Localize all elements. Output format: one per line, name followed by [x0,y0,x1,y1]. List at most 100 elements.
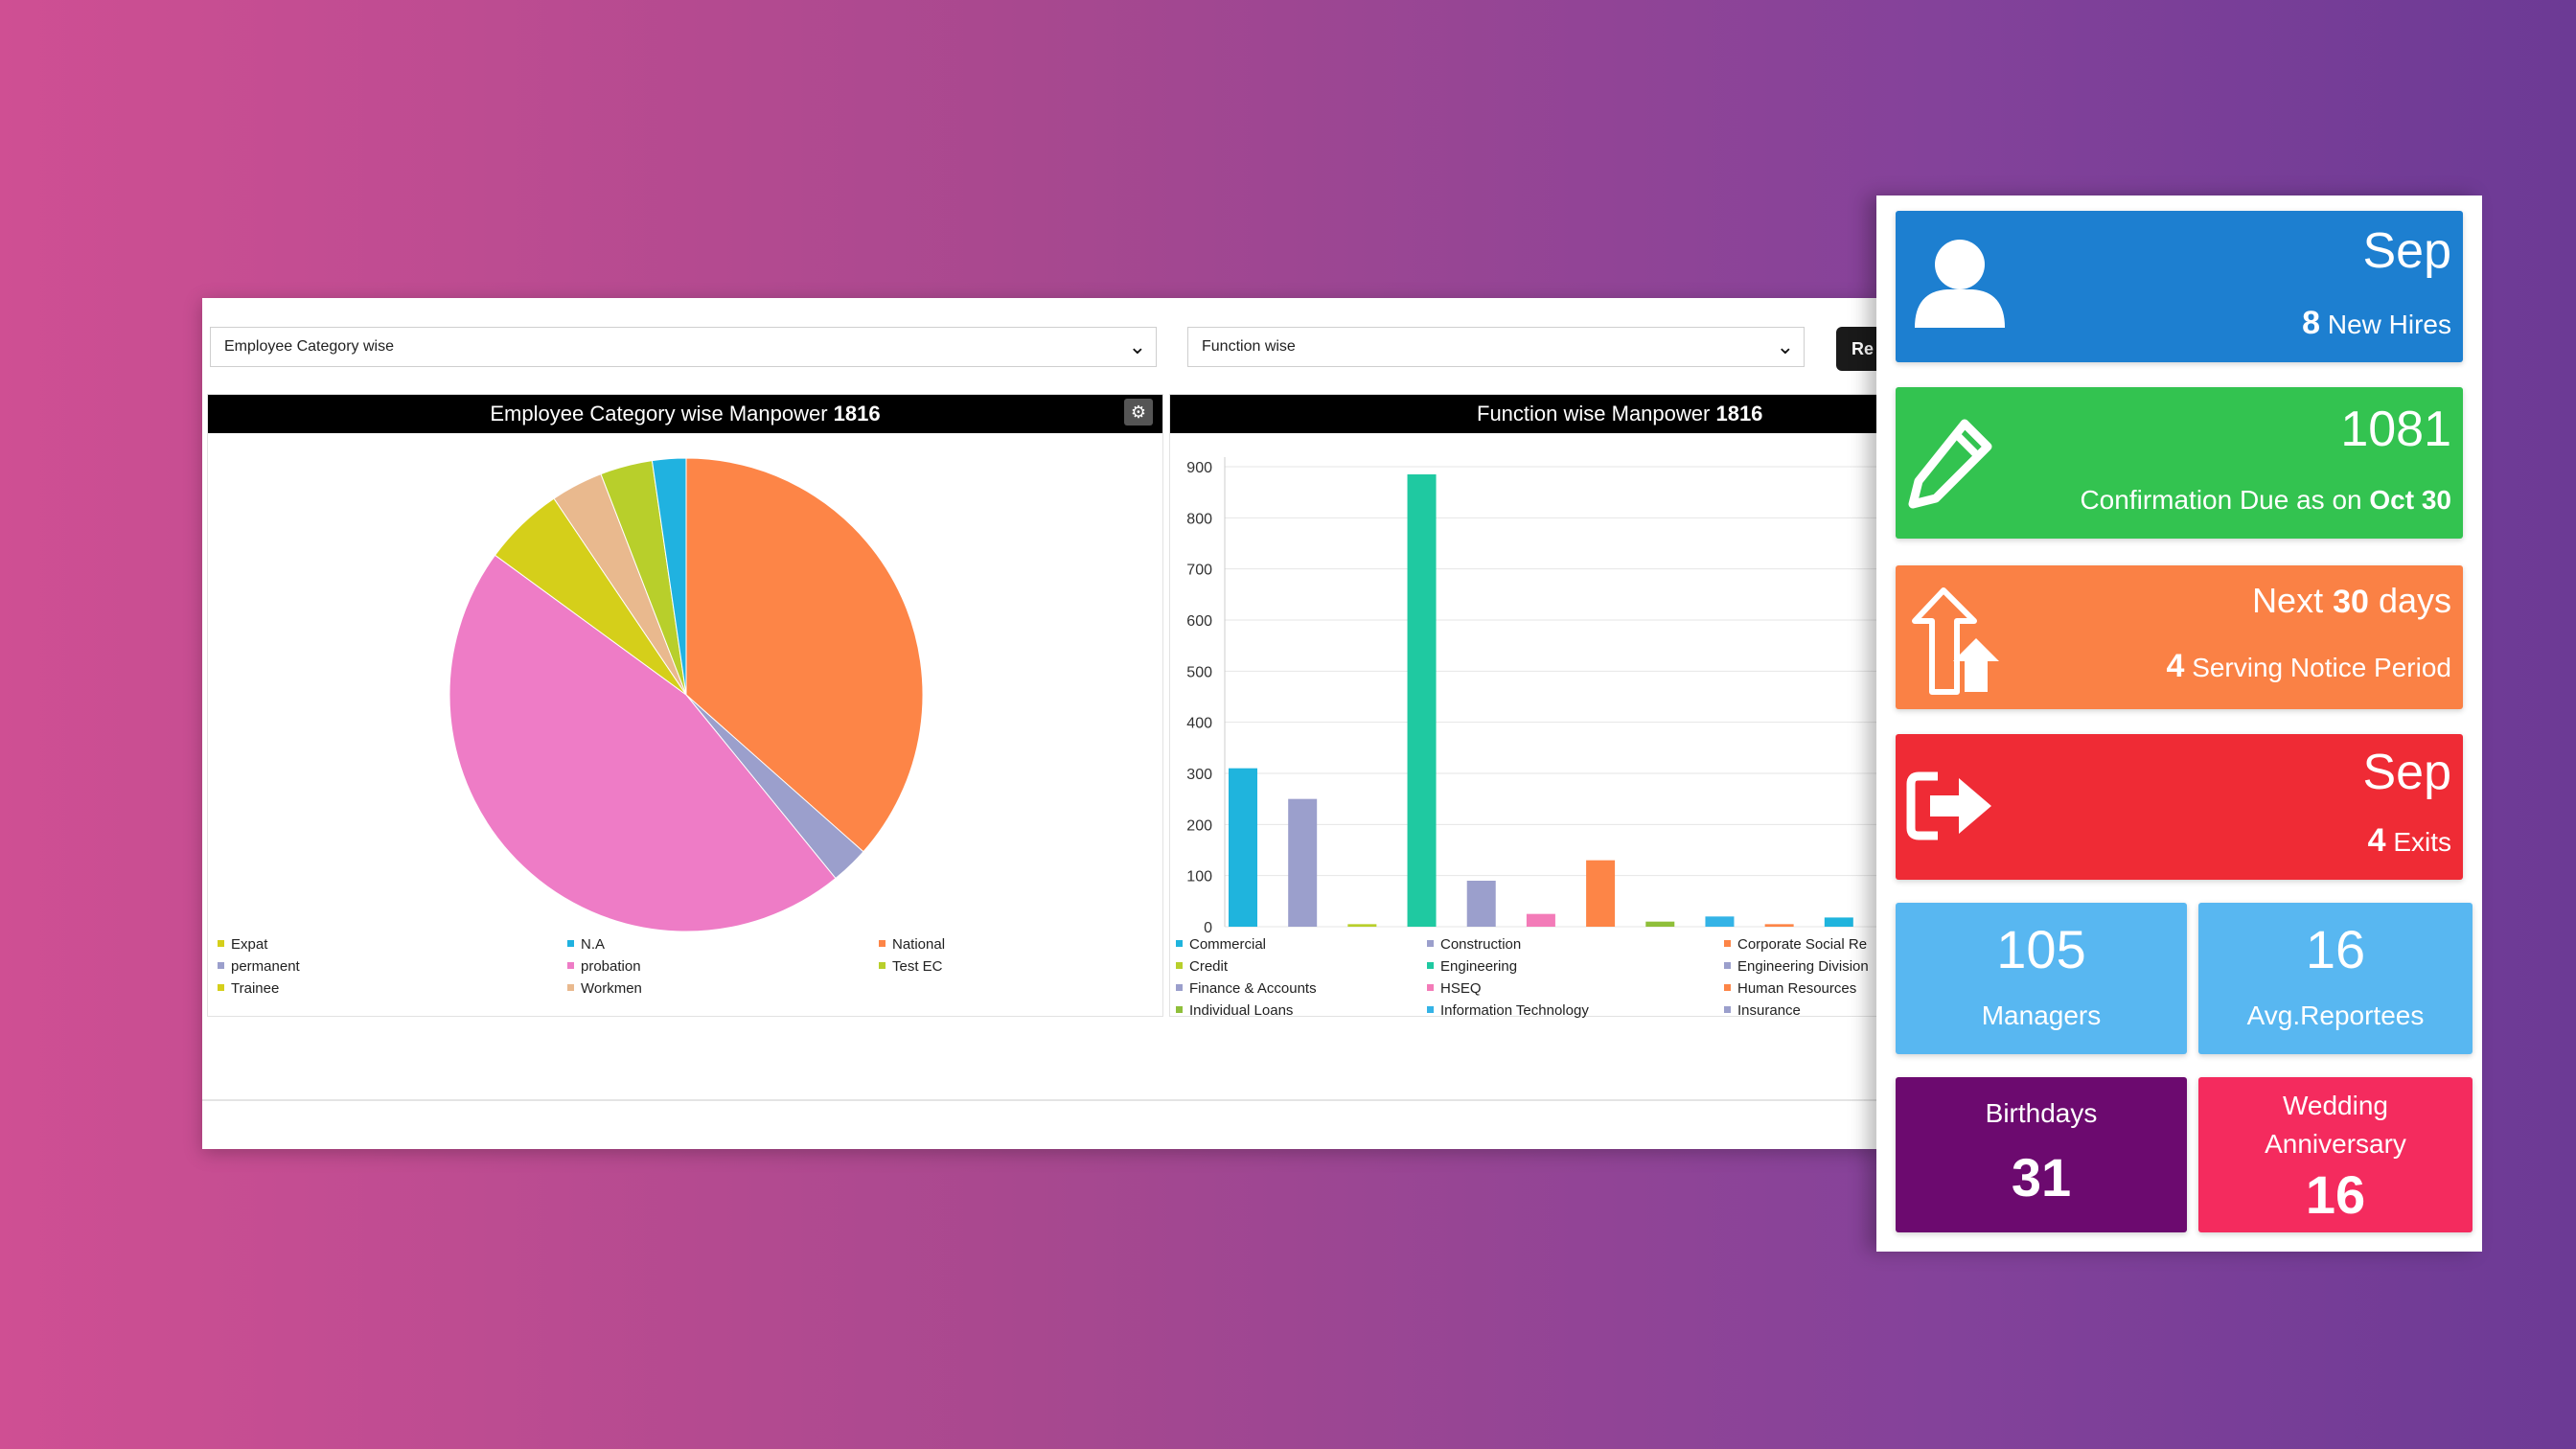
legend-item[interactable]: Corporate Social Re [1724,936,1867,954]
bar[interactable] [1466,881,1496,927]
chevron-down-icon: ⌄ [1128,334,1146,358]
bar[interactable] [1705,916,1735,927]
confirmation-tile[interactable]: 1081 Confirmation Due as on Oct 30 [1896,387,2463,539]
legend-item[interactable]: Human Resources [1724,980,1856,998]
legend-item[interactable]: Construction [1427,936,1521,954]
managers-count: 105 [1996,919,2086,979]
stats-sidebar: Sep 8 New Hires 1081 Confirmation Due as… [1876,196,2482,1252]
legend-label: Trainee [231,980,280,997]
function-legend: Commercial Construction Corporate Social R… [1170,395,1880,1018]
legend-swatch [567,962,574,969]
reportees-count: 16 [2305,919,2366,979]
sign-out-icon [1906,771,1991,840]
legend-swatch [218,984,224,991]
y-tick-label: 800 [1186,511,1212,527]
wedding-anniversary-tile[interactable]: Wedding Anniversary 16 [2198,1077,2472,1232]
bar[interactable] [1824,917,1853,927]
exits-tile[interactable]: Sep 4 Exits [1896,734,2463,880]
legend-item[interactable]: Individual Loans [1176,1002,1293,1018]
legend-label: Credit [1189,958,1229,975]
bar[interactable] [1645,921,1675,927]
function-chart-header: Function wise Manpower 1816 [1170,395,1879,433]
legend-item[interactable]: probation [567,958,641,976]
y-tick-label: 900 [1186,460,1212,476]
legend-item[interactable]: Information Technology [1427,1002,1589,1018]
legend-swatch [1724,984,1731,991]
confirmation-count: 1081 [2340,402,2451,457]
legend-item[interactable]: Expat [218,936,267,954]
pencil-icon [1908,419,1992,509]
bar[interactable] [1586,860,1616,927]
confirmation-date: Oct 30 [2369,485,2451,515]
bar[interactable] [1347,924,1377,927]
gear-icon[interactable]: ⚙ [1124,399,1153,426]
legend-item[interactable]: Workmen [567,980,642,998]
y-tick-label: 500 [1186,664,1212,680]
arrows-up-icon [1912,587,1999,695]
legend-item[interactable]: permanent [218,958,300,976]
new-hires-tile[interactable]: Sep 8 New Hires [1896,211,2463,362]
y-tick-label: 200 [1186,817,1212,834]
legend-label: Workmen [581,980,642,997]
legend-label: Finance & Accounts [1189,980,1317,997]
divider [202,1099,1879,1101]
category-chart-panel: Employee Category wise Manpower 1816 ⚙ E… [207,394,1163,1017]
legend-swatch [1427,984,1434,991]
legend-item[interactable]: Insurance [1724,1002,1801,1018]
function-chart-count: 1816 [1715,402,1763,426]
legend-swatch [218,940,224,947]
exits-sub: 4 Exits [2368,822,2451,860]
exits-label: Exits [2393,827,2451,857]
wedding-label: Wedding Anniversary [2265,1091,2406,1159]
function-chart-panel: Function wise Manpower 1816 0 100 200 300 40… [1169,394,1880,1018]
notice-period-tile[interactable]: Next 30 days 4 Serving Notice Period [1896,565,2463,709]
legend-item[interactable]: Test EC [879,958,943,976]
pie-slice[interactable] [651,457,687,696]
category-chart-header: Employee Category wise Manpower 1816 ⚙ [208,395,1162,433]
managers-tile[interactable]: 105 Managers [1896,903,2187,1054]
legend-item[interactable]: HSEQ [1427,980,1482,998]
function-bar-chart: 0 100 200 300 400 500 600 700 800 900 [1186,457,1880,936]
chevron-down-icon: ⌄ [1776,334,1794,358]
function-filter-select[interactable]: Function wise ⌄ [1187,327,1805,367]
legend-label: probation [581,958,641,975]
legend-item[interactable]: Finance & Accounts [1176,980,1317,998]
legend-item[interactable]: National [879,936,945,954]
birthdays-tile[interactable]: Birthdays 31 [1896,1077,2187,1232]
legend-label: HSEQ [1440,980,1482,997]
pie-slice[interactable] [448,554,837,932]
legend-swatch [1176,984,1183,991]
y-tick-label: 100 [1186,869,1212,886]
notice-prefix: Next [2252,581,2324,620]
legend-item[interactable]: Credit [1176,958,1228,976]
legend-item[interactable]: Commercial [1176,936,1266,954]
y-tick-label: 700 [1186,563,1212,579]
exits-count: 4 [2367,822,2386,859]
legend-swatch [1427,940,1434,947]
legend-item[interactable]: Engineering Division [1724,958,1869,976]
bar[interactable] [1229,768,1257,927]
y-tick-label: 400 [1186,716,1212,732]
bar[interactable] [1407,474,1437,927]
category-filter-select[interactable]: Employee Category wise ⌄ [210,327,1157,367]
legend-label: Engineering Division [1737,958,1869,975]
legend-swatch [1724,1006,1731,1013]
hires-month: Sep [2362,223,2451,279]
reportees-tile[interactable]: 16 Avg.Reportees [2198,903,2472,1054]
pie-slice[interactable] [685,457,924,853]
legend-label: Construction [1440,936,1522,953]
reportees-label: Avg.Reportees [2246,1000,2425,1030]
bar[interactable] [1288,798,1318,927]
legend-swatch [1176,1006,1183,1013]
hires-sub: 8 New Hires [2302,305,2451,342]
legend-label: Human Resources [1737,980,1857,997]
legend-swatch [1427,962,1434,969]
bar[interactable] [1526,913,1555,927]
legend-item[interactable]: Trainee [218,980,279,998]
legend-item[interactable]: Engineering [1427,958,1517,976]
bar[interactable] [1764,924,1794,927]
birthdays-count: 31 [2011,1147,2072,1208]
y-tick-label: 0 [1204,920,1212,936]
refresh-button[interactable]: Re [1836,327,1879,371]
legend-item[interactable]: N.A [567,936,605,954]
